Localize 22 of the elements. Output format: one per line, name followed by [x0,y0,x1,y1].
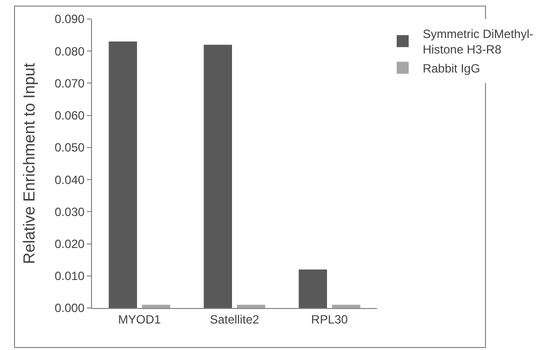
x-tick-label: MYOD1 [118,312,162,326]
y-tick-label: 0.030 [54,204,85,219]
y-axis-title: Relative Enrichment to Input [21,62,38,264]
bar [332,304,360,308]
legend-label: Rabbit IgG [422,61,480,76]
y-tick-label: 0.060 [54,108,85,123]
y-tick-label: 0.040 [54,172,85,187]
bar [142,304,170,308]
bar [108,41,138,308]
bar [236,304,266,308]
y-tick-label: 0.080 [54,44,85,58]
bar [298,269,328,308]
y-tick-label: 0.070 [54,76,85,90]
y-tick-label: 0.000 [54,301,85,316]
bar [204,44,232,308]
y-tick-label: 0.010 [54,269,85,284]
y-tick-label: 0.090 [54,12,85,26]
y-tick-label: 0.020 [54,236,85,251]
legend-label: Symmetric DiMethyl- Histone H3-R8 [422,26,534,57]
x-tick-label: RPL30 [311,312,348,326]
x-tick-label: Satellite2 [210,312,260,326]
y-tick-label: 0.050 [54,140,85,155]
